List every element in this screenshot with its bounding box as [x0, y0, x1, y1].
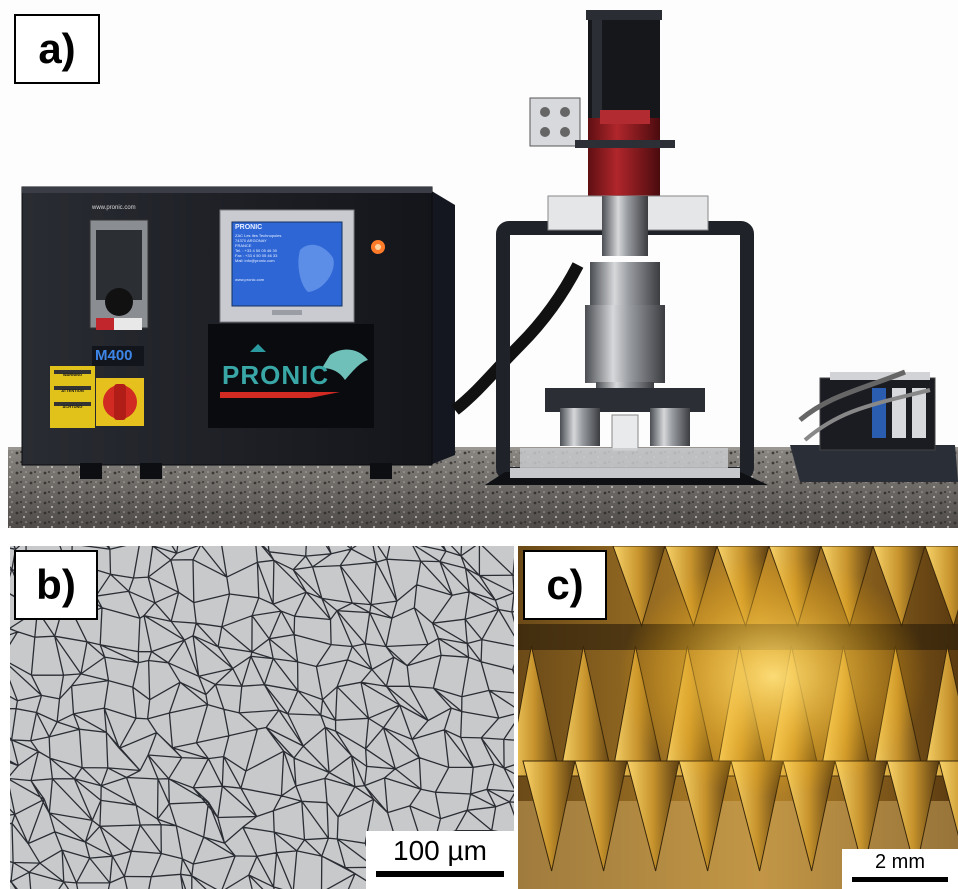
micrograph: [10, 546, 514, 889]
screen-line: FRANCE: [235, 243, 252, 248]
warning-text: WARNING: [62, 372, 83, 377]
scalebar-c: 2 mm: [842, 849, 958, 889]
scalebar-b-text: 100 µm: [393, 835, 487, 866]
warning-text: ATTENTION: [61, 388, 84, 393]
panel-b-label: b): [14, 550, 98, 620]
panel-a: www.pronic.com M400 PRONIC PRONIC ZAC Le…: [8, 10, 958, 528]
screen-title: PRONIC: [235, 224, 263, 231]
grain-boundaries: [10, 546, 514, 889]
model-label: M400: [95, 347, 133, 364]
panel-c-label: c): [523, 550, 607, 620]
screen-footer: www.pronic.com: [235, 277, 265, 282]
panel-a-label: a): [14, 14, 100, 84]
scalebar-c-text: 2 mm: [875, 851, 925, 873]
welding-unit: [485, 10, 768, 485]
scalebar-b-bar: [376, 871, 504, 877]
warning-text: ACHTUNG: [62, 404, 83, 409]
website-label: www.pronic.com: [92, 205, 136, 211]
screen-line: 74370 ARGONAY: [235, 238, 267, 243]
hydraulic-cable: [451, 262, 584, 415]
brand-logo: PRONIC: [222, 360, 330, 390]
panel-c: c) 2 mm: [518, 546, 958, 889]
screen-line: Mail: info@pronic.com: [235, 258, 275, 263]
screen-line: ZAC Les Iles Technopoles: [235, 233, 282, 238]
panel-b: b) 100 µm: [10, 546, 514, 889]
control-cabinet: [21, 186, 455, 479]
scalebar-b: 100 µm: [366, 831, 514, 889]
touch-screen-content: PRONIC ZAC Les Iles Technopoles 74370 AR…: [235, 224, 339, 303]
daq-module: [790, 369, 958, 482]
scalebar-c-bar: [852, 877, 948, 882]
warning-plate-text: WARNING ATTENTION ACHTUNG: [52, 367, 93, 415]
screen-line: Fax : +33 4 50 05 46 33: [235, 253, 278, 258]
panel-a-photo: [8, 10, 958, 528]
screen-line: Tel. : +33 4 50 05 46 30: [235, 248, 277, 253]
